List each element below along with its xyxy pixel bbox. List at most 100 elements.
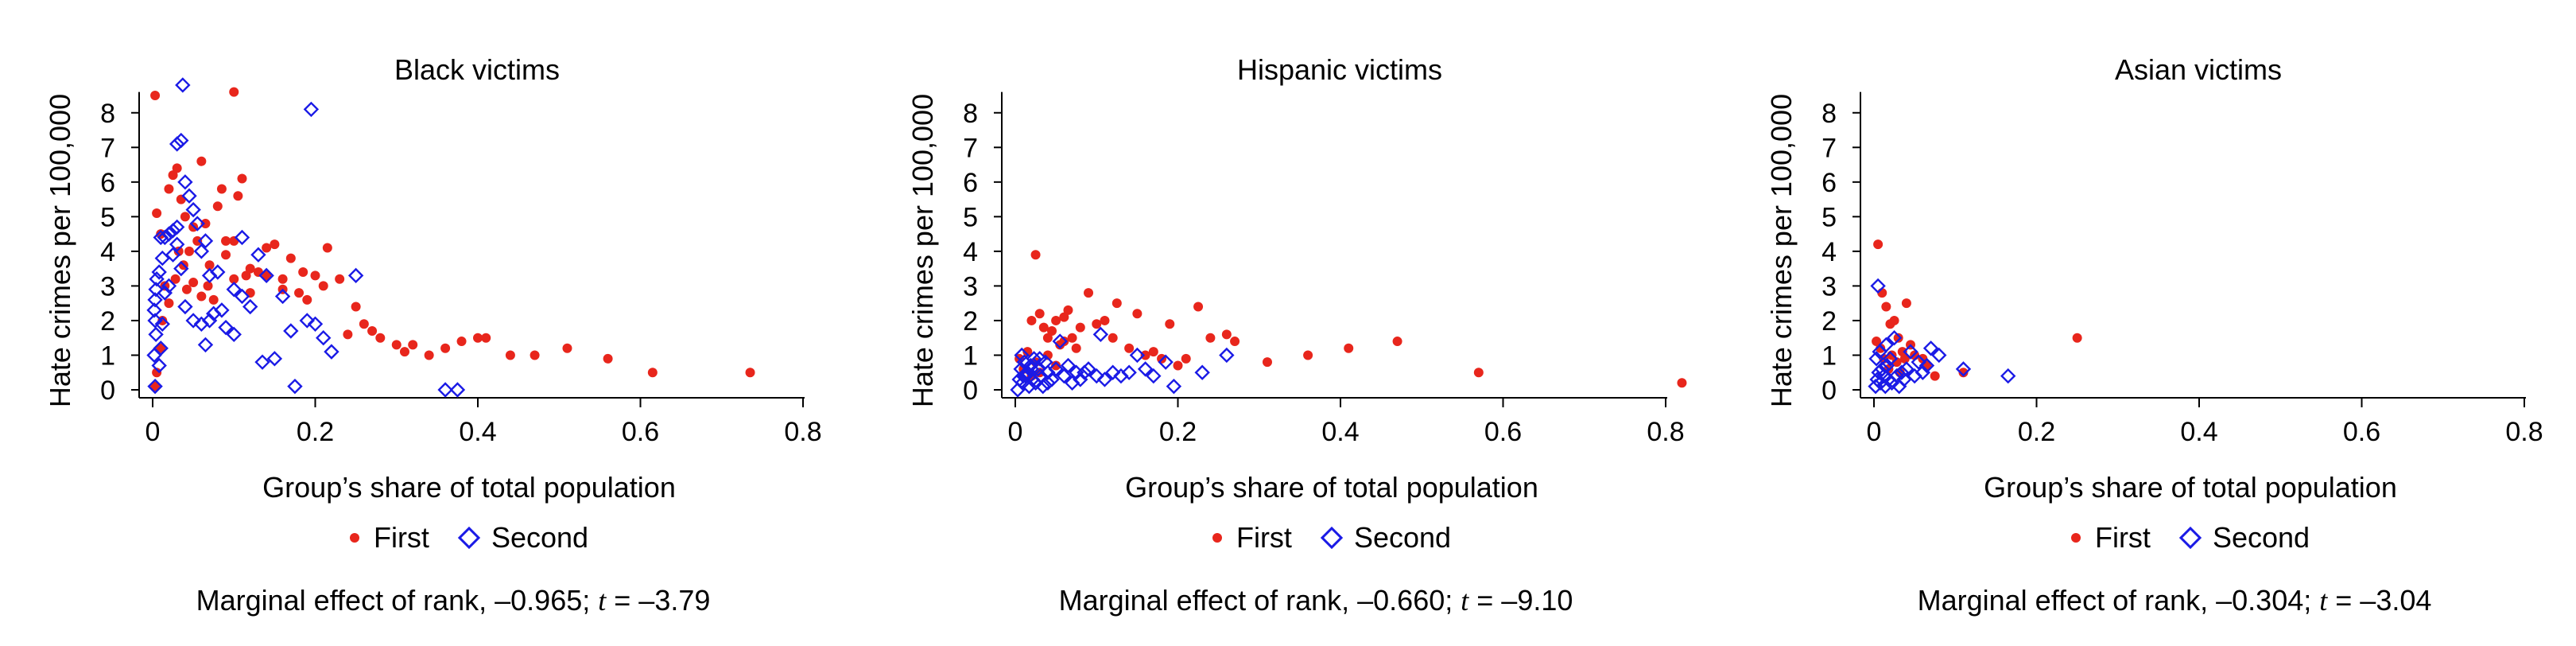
chart-panel-hispanic: Hispanic victims 0 1 2 3 4 5 6 7 8 0 0.2 0.4 0.6 0.8 Gr… [863,0,1721,646]
point-first [335,274,345,284]
y-axis-label: Hate crimes per 100,000 [906,94,939,407]
chart-title: Hispanic victims [1237,53,1442,86]
point-first [170,274,180,284]
point-second [185,201,201,218]
point-first [253,267,263,277]
point-first [1165,319,1175,329]
point-second [258,267,274,284]
point-first [1889,315,1899,325]
point-second [307,316,324,332]
point-first [168,170,178,181]
point-first [229,274,239,284]
point-second [193,243,210,259]
point-first [302,294,312,305]
note-t-value: = –3.04 [2327,584,2432,617]
point-first [1047,326,1057,336]
point-first [270,239,280,250]
y-tick-label: 4 [100,237,115,267]
point-second [1077,364,1092,380]
point-second [283,323,299,339]
point-second [1137,361,1154,377]
point-second [1014,347,1030,364]
point-first [408,340,418,350]
x-tick-label: 0 [145,417,161,447]
point-second [1030,361,1046,377]
y-tick-label: 5 [1821,202,1837,232]
legend: First Second [0,519,859,557]
point-first [473,333,483,343]
point-second [189,216,205,232]
point-second [1899,361,1915,377]
note-t-value: = –9.10 [1468,584,1573,617]
point-first [1958,368,1969,378]
point-first [375,333,386,343]
point-first [440,343,451,353]
point-first [647,368,658,378]
point-second [161,278,177,294]
point-second [287,378,303,395]
point-first [1140,350,1150,360]
point-first [237,173,247,184]
point-first [1063,305,1073,315]
point-first [1067,333,1077,343]
point-second [1915,364,1931,380]
point-second [1874,361,1890,377]
x-tick-label: 0 [1867,417,1882,447]
x-axis-label: Group’s share of total population [1984,471,2397,504]
x-tick-label: 0.8 [2505,417,2543,447]
chart-panel-asian: Asian victims 0 1 2 3 4 5 6 7 8 0 0.2 0.4 0.6 0.8 Group… [1721,0,2576,646]
x-tick-label: 0 [1008,417,1023,447]
point-second [1023,361,1040,377]
point-first [322,243,332,253]
point-first [298,267,308,277]
point-second [1894,364,1910,380]
point-first [152,208,162,218]
x-tick-label: 0.2 [297,417,334,447]
x-tick-label: 0.2 [2018,417,2055,447]
y-tick-label: 5 [963,202,978,232]
point-second [147,292,163,308]
chart-svg-hispanic: Hispanic victims 0 1 2 3 4 5 6 7 8 0 0.2 0.4 0.6 0.8 Gr… [906,53,1687,504]
note-t-var: t [2319,585,2328,617]
point-second [1048,361,1064,377]
point-second [197,337,214,353]
point-second [214,302,230,318]
point-second [347,267,364,284]
point-first [221,250,231,260]
y-tick-label: 8 [100,99,115,129]
point-second [1035,378,1051,395]
dot-marker-icon [1212,533,1222,543]
series-second [1868,278,2016,395]
point-second [177,174,193,190]
marginal-effect-note: Marginal effect of rank, –0.304; t = –3.… [1721,584,2576,617]
point-second [1015,368,1031,384]
point-second [316,330,332,346]
point-second [1096,372,1113,387]
point-first [1193,302,1204,312]
legend: First Second [1721,519,2576,557]
point-first [156,343,166,353]
point-second [210,264,226,280]
point-second [1158,354,1174,370]
point-first [351,302,361,312]
point-second [2000,368,2016,384]
point-second [173,132,189,149]
point-first [2072,333,2082,343]
legend-first: First [1212,521,1292,555]
y-tick-label: 1 [1821,341,1837,371]
point-second [1073,372,1088,387]
y-tick-label: 3 [1821,271,1837,302]
point-second [254,354,270,370]
point-first [164,298,174,309]
point-second [1955,361,1972,377]
point-first [1051,360,1061,371]
x-tick-label: 0.6 [1484,417,1522,447]
point-first [245,288,255,298]
point-first [208,294,219,305]
point-second [148,326,164,343]
x-tick-label: 0.8 [1647,417,1684,447]
y-tick-label: 6 [100,168,115,198]
point-second [181,188,197,204]
point-second [303,101,320,118]
point-first [172,163,182,173]
